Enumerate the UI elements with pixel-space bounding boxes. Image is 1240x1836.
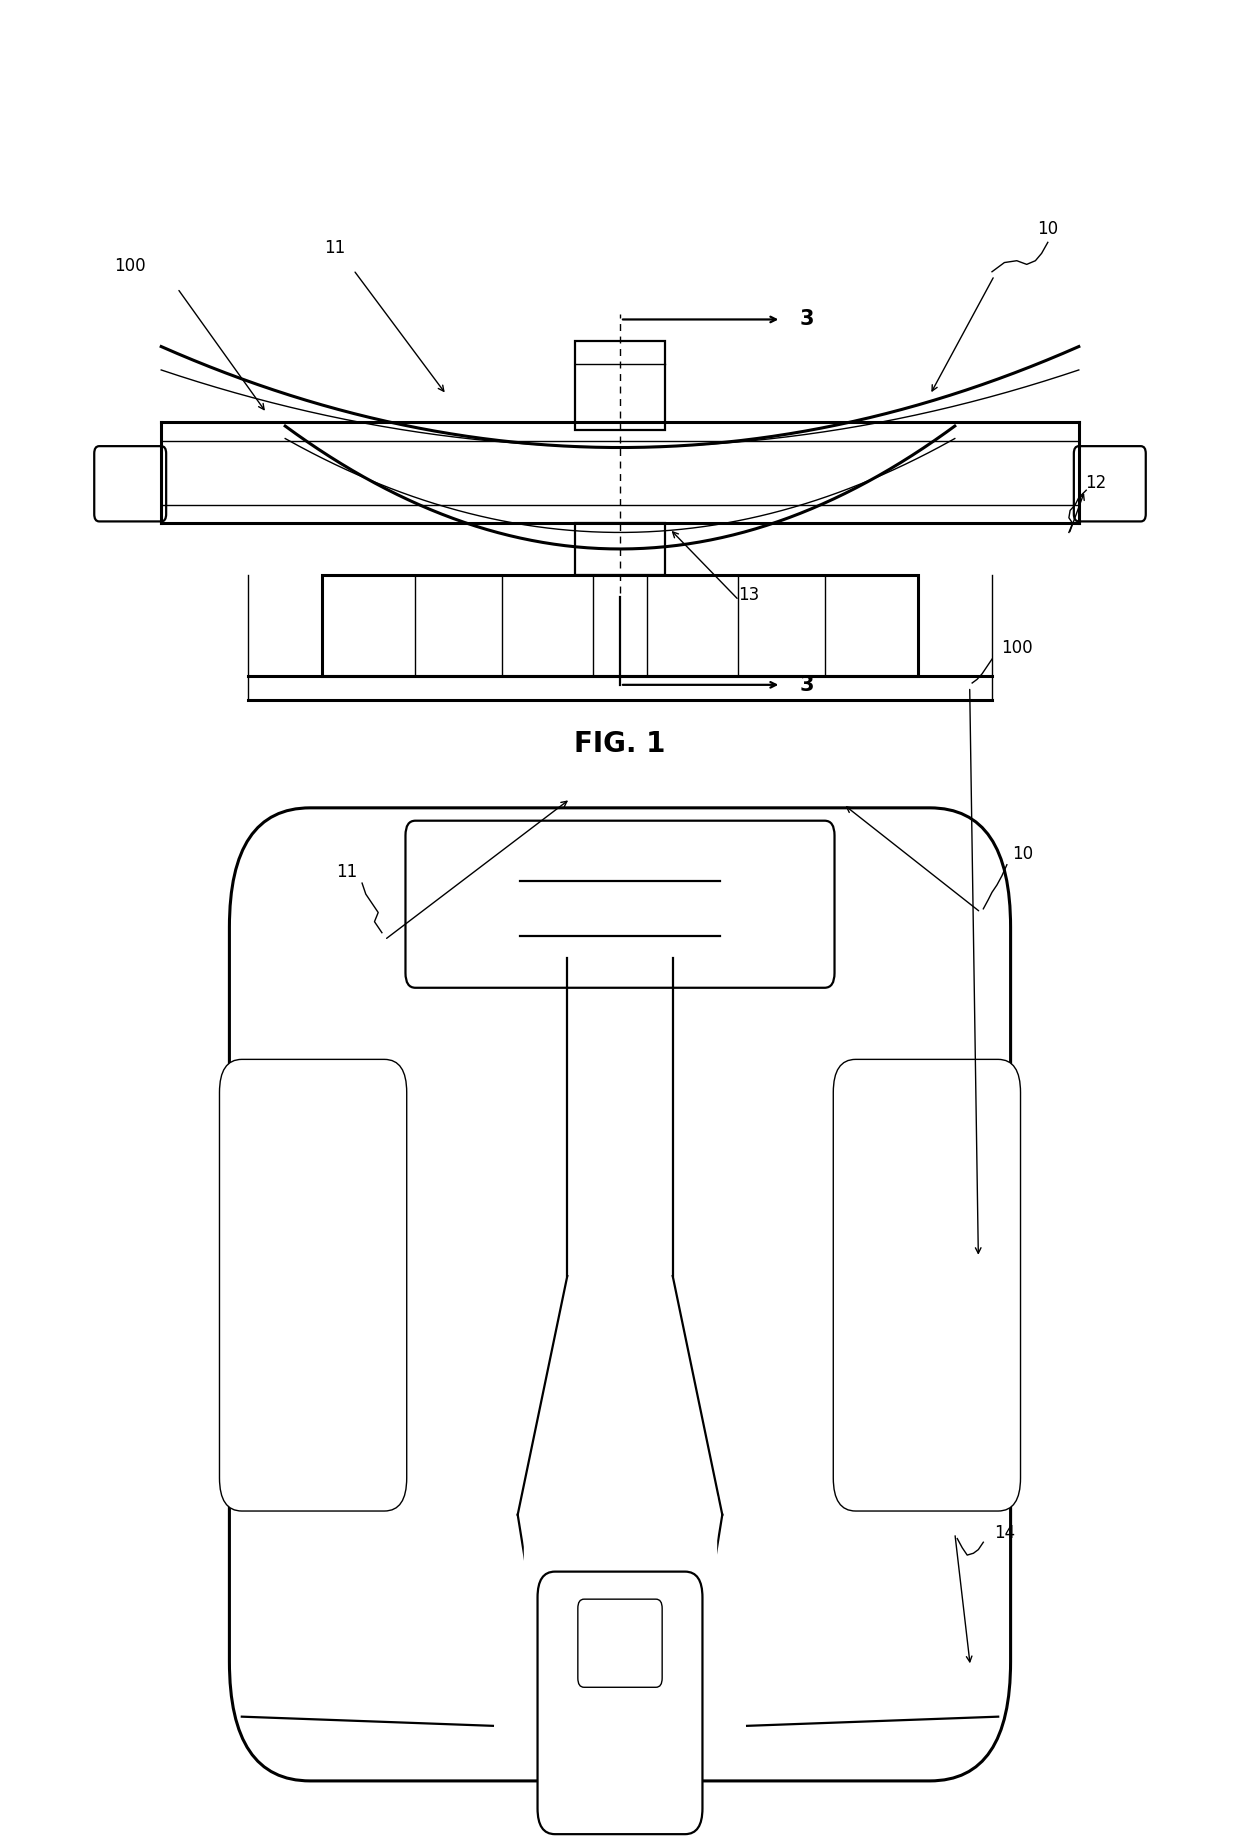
Bar xyxy=(523,1496,717,1753)
Text: 10: 10 xyxy=(1037,220,1059,239)
FancyBboxPatch shape xyxy=(1074,446,1146,521)
Text: 100: 100 xyxy=(114,257,146,275)
FancyBboxPatch shape xyxy=(229,808,1011,1781)
Text: 3: 3 xyxy=(800,676,815,694)
Text: 12: 12 xyxy=(1085,474,1106,492)
Bar xyxy=(575,341,665,430)
Text: 3: 3 xyxy=(800,310,815,329)
Text: 11: 11 xyxy=(336,863,358,881)
FancyBboxPatch shape xyxy=(219,1059,407,1511)
Text: 100: 100 xyxy=(1001,639,1033,657)
Text: 14: 14 xyxy=(993,1524,1016,1542)
Text: 18: 18 xyxy=(541,1542,563,1561)
Bar xyxy=(575,523,665,575)
Text: 13: 13 xyxy=(738,586,759,604)
Text: 10: 10 xyxy=(1012,845,1034,863)
FancyBboxPatch shape xyxy=(833,1059,1021,1511)
FancyBboxPatch shape xyxy=(405,821,835,988)
FancyBboxPatch shape xyxy=(538,1572,702,1834)
Bar xyxy=(322,575,918,676)
FancyBboxPatch shape xyxy=(94,446,166,521)
Text: FIG. 1: FIG. 1 xyxy=(574,729,666,758)
FancyBboxPatch shape xyxy=(578,1599,662,1687)
Text: FIG. 2: FIG. 2 xyxy=(574,1702,666,1731)
Text: 11: 11 xyxy=(324,239,346,257)
